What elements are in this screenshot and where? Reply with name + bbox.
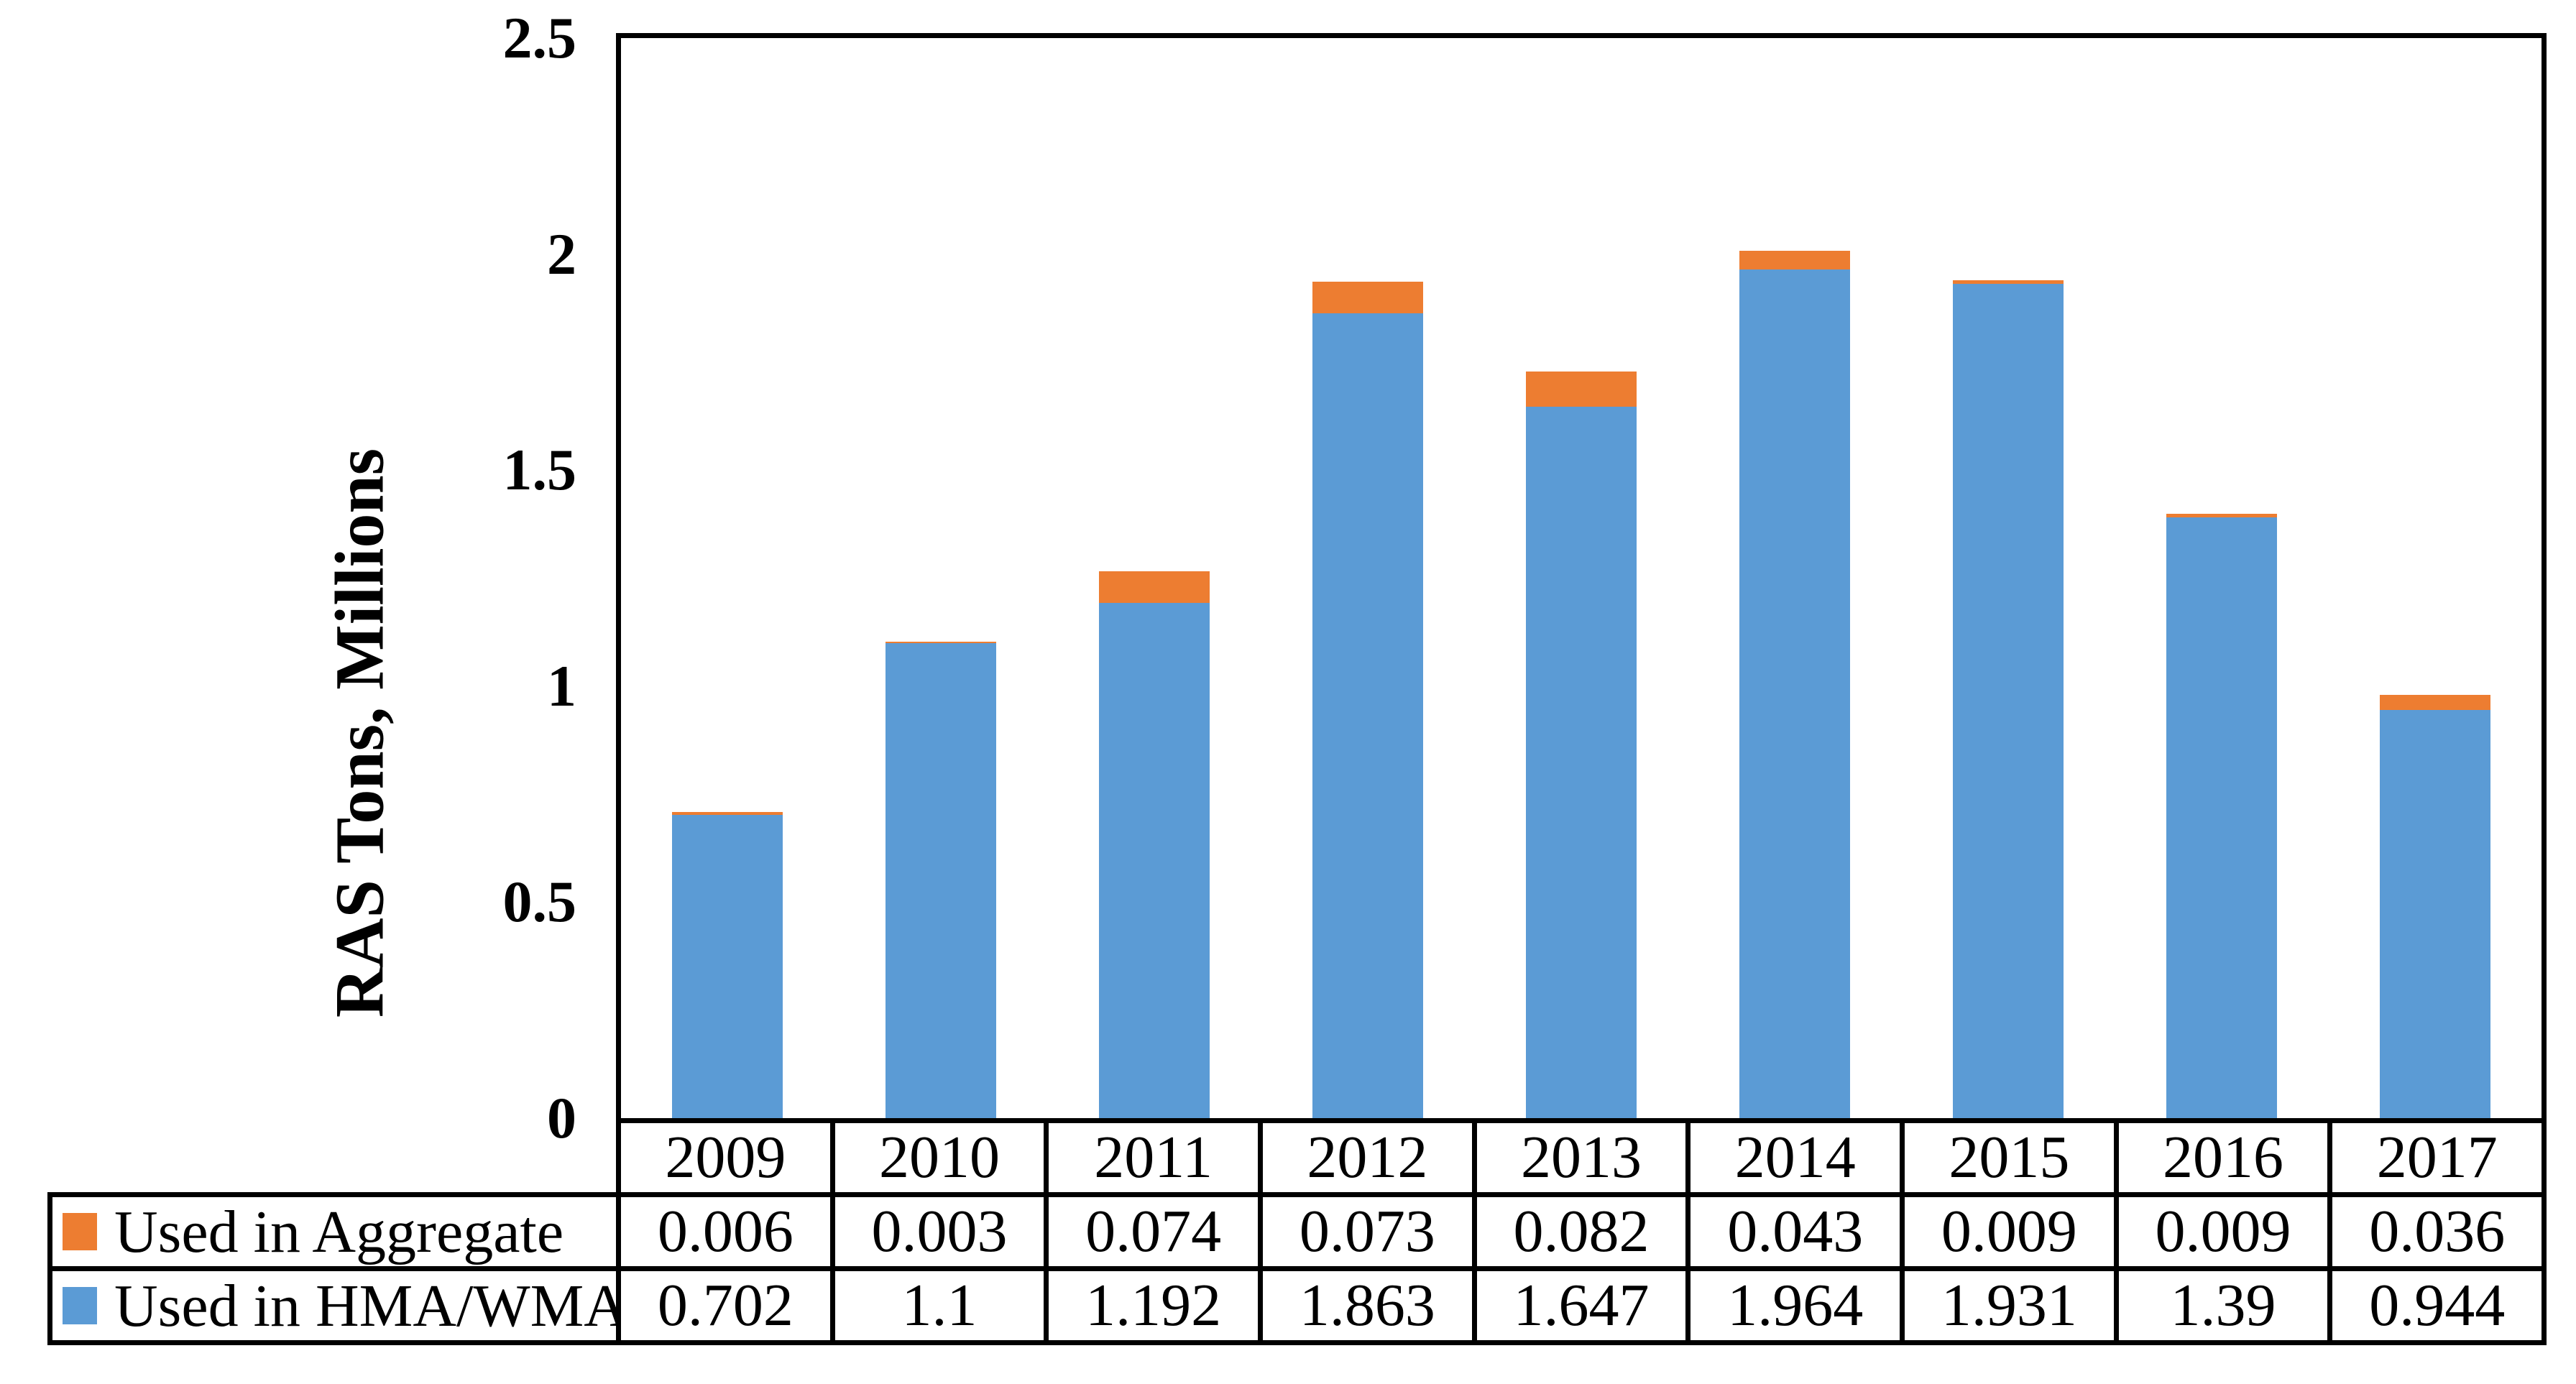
year-header-cell: 2011	[1044, 1123, 1258, 1192]
value-cell: 0.003	[829, 1197, 1044, 1266]
bar-2013-used-in-hma-wma	[1526, 406, 1637, 1118]
value-cell: 0.073	[1258, 1197, 1472, 1266]
value-cell: 1.39	[2113, 1271, 2328, 1340]
value-cell: 0.944	[2327, 1271, 2542, 1340]
value-cell: 1.863	[1258, 1271, 1472, 1340]
bar-2011-used-in-hma-wma	[1099, 603, 1210, 1118]
year-header-cell: 2009	[665, 1124, 786, 1191]
plot-area	[616, 33, 2547, 1123]
bar-2009-used-in-hma-wma	[672, 814, 783, 1118]
value-cell: 1.647	[1471, 1271, 1686, 1340]
y-tick-label: 2	[547, 221, 576, 287]
bar-2017-used-in-hma-wma	[2379, 710, 2490, 1118]
value-cell: 0.043	[1685, 1197, 1900, 1266]
y-tick-label: 0.5	[502, 869, 577, 935]
year-header-cell: 2013	[1471, 1123, 1686, 1192]
value-cell: 0.082	[1471, 1197, 1686, 1266]
year-header-cell: 2014	[1685, 1123, 1900, 1192]
y-tick-label: 1.5	[502, 437, 577, 503]
value-cell: 1.964	[1685, 1271, 1900, 1340]
value-cell: 0.009	[1900, 1197, 2114, 1266]
value-cell: 0.702	[657, 1272, 794, 1339]
bar-2012-used-in-aggregate	[1312, 282, 1424, 313]
bar-2017-used-in-aggregate	[2379, 694, 2490, 711]
bar-2010-used-in-aggregate	[886, 641, 997, 643]
y-tick-label: 0	[547, 1085, 576, 1150]
year-header-cell: 2017	[2327, 1123, 2542, 1192]
year-header-cell: 2012	[1258, 1123, 1472, 1192]
legend-swatch-icon	[63, 1213, 97, 1250]
legend-cell-used-in-hma-wma: Used in HMA/WMA	[52, 1271, 621, 1340]
value-cell: 1.931	[1900, 1271, 2114, 1340]
value-cell: 0.006	[657, 1198, 794, 1265]
bar-2009-used-in-aggregate	[672, 812, 783, 815]
y-tick-label: 2.5	[502, 5, 577, 70]
table-row-used-in-hma-wma: Used in HMA/WMA 0.702 1.1 1.192 1.863 1.647 1.…	[47, 1266, 2547, 1345]
bar-2012-used-in-hma-wma	[1312, 313, 1424, 1118]
bar-2016-used-in-aggregate	[2166, 513, 2277, 518]
bar-2014-used-in-hma-wma	[1739, 269, 1850, 1118]
table-row-used-in-aggregate: Used in Aggregate 0.006 0.003 0.074 0.073 0.0…	[47, 1192, 2547, 1271]
value-cell: 0.074	[1044, 1197, 1258, 1266]
bar-2015-used-in-hma-wma	[1952, 284, 2064, 1118]
legend-label: Used in HMA/WMA	[114, 1272, 621, 1339]
bar-2013-used-in-aggregate	[1526, 371, 1637, 407]
y-tick-label: 1	[547, 652, 576, 719]
legend-cell-used-in-aggregate: Used in Aggregate	[52, 1197, 621, 1266]
year-header-cell: 2010	[829, 1123, 1044, 1192]
table-header-row: 2009 2010 2011 2012 2013 2014 2015 2016 2017	[616, 1118, 2547, 1197]
bar-2015-used-in-aggregate	[1952, 280, 2064, 285]
value-cell: 1.1	[829, 1271, 1044, 1340]
value-cell: 0.036	[2327, 1197, 2542, 1266]
legend-swatch-icon	[63, 1287, 97, 1324]
bar-2014-used-in-aggregate	[1739, 251, 1850, 270]
year-header-cell: 2016	[2113, 1123, 2328, 1192]
value-cell: 0.009	[2113, 1197, 2328, 1266]
value-cell: 1.192	[1044, 1271, 1258, 1340]
year-header-cell: 2015	[1900, 1123, 2114, 1192]
legend-label: Used in Aggregate	[114, 1198, 564, 1265]
bar-2011-used-in-aggregate	[1099, 571, 1210, 604]
bar-2010-used-in-hma-wma	[886, 642, 997, 1118]
bar-2016-used-in-hma-wma	[2166, 517, 2277, 1118]
